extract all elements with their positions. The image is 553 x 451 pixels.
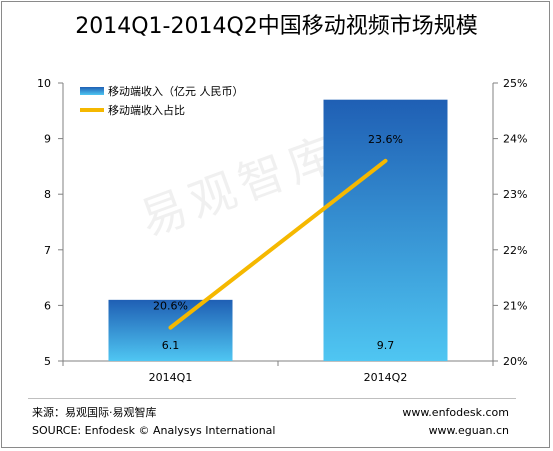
line-value-label: 20.6% bbox=[153, 300, 188, 313]
bar bbox=[108, 299, 233, 361]
y-right-tick-label: 22% bbox=[503, 244, 527, 257]
legend-label-line: 移动端收入占比 bbox=[108, 103, 185, 117]
line-series bbox=[168, 158, 388, 330]
legend-label-bar: 移动端收入（亿元 人民币） bbox=[108, 84, 244, 98]
x-tick-label: 2014Q2 bbox=[364, 371, 408, 384]
y-right-tick-label: 21% bbox=[503, 299, 527, 312]
bar-value-label: 9.7 bbox=[377, 339, 395, 352]
source-en: SOURCE: Enfodesk © Analysys Internationa… bbox=[32, 424, 276, 437]
y-left-tick-label: 7 bbox=[44, 244, 51, 257]
chart-title: 2014Q1-2014Q2中国移动视频市场规模 bbox=[75, 14, 478, 39]
url-enfodesk[interactable]: www.enfodesk.com bbox=[402, 406, 509, 419]
y-left-tick-label: 8 bbox=[44, 188, 51, 201]
y-left-tick-label: 6 bbox=[44, 299, 51, 312]
y-left-tick-label: 10 bbox=[37, 77, 51, 90]
y-right-tick-label: 20% bbox=[503, 355, 527, 368]
legend-swatch-bar bbox=[80, 87, 104, 95]
line-value-label: 23.6% bbox=[368, 133, 403, 146]
y-left-tick-label: 5 bbox=[44, 355, 51, 368]
url-eguan[interactable]: www.eguan.cn bbox=[428, 424, 509, 437]
footer-divider bbox=[28, 398, 516, 399]
bar-value-label: 6.1 bbox=[162, 339, 180, 352]
source-cn: 来源：易观国际·易观智库 bbox=[32, 406, 157, 419]
bar bbox=[323, 99, 448, 362]
footer-urls: www.enfodesk.com www.eguan.cn bbox=[402, 404, 509, 440]
x-tick-label: 2014Q1 bbox=[149, 371, 193, 384]
y-right-tick-label: 25% bbox=[503, 77, 527, 90]
footer-source: 来源：易观国际·易观智库 SOURCE: Enfodesk © Analysys… bbox=[32, 404, 275, 440]
y-left-tick-label: 9 bbox=[44, 133, 51, 146]
y-right-tick-label: 23% bbox=[503, 188, 527, 201]
y-right-tick-label: 24% bbox=[503, 133, 527, 146]
